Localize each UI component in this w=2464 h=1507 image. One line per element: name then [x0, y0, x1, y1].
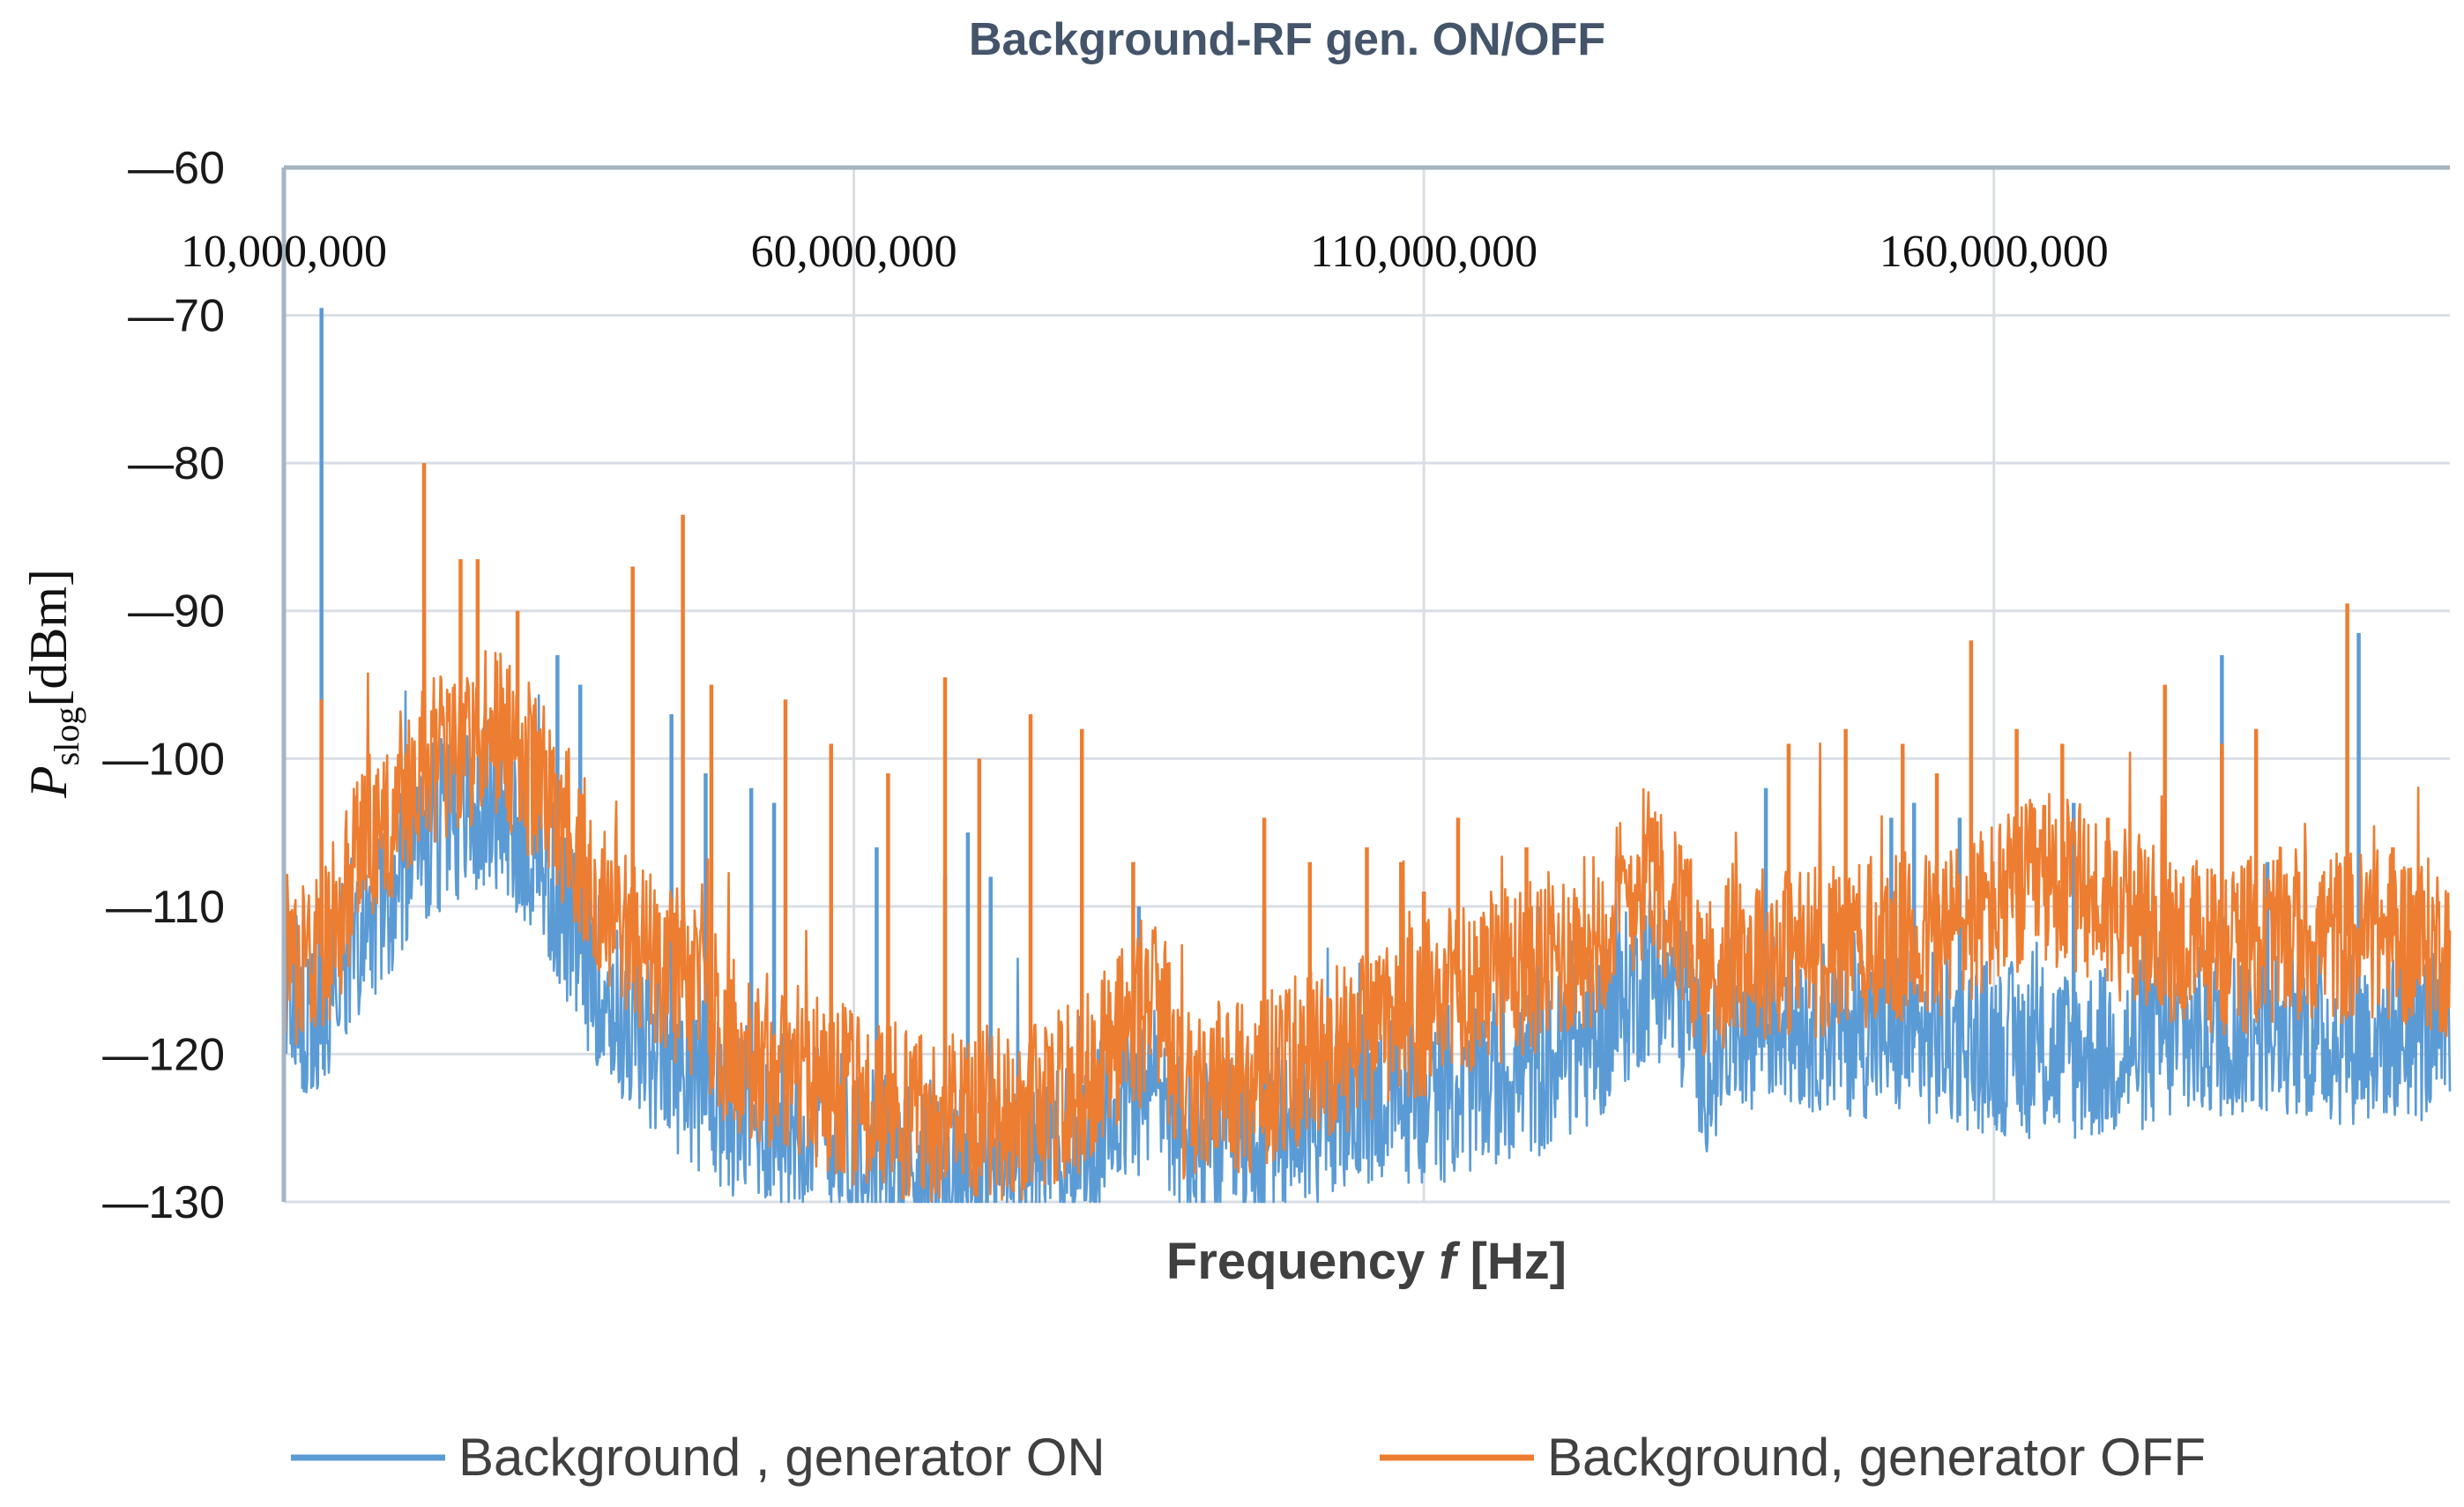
- legend-item-generator-off: Background, generator OFF: [1380, 1428, 2206, 1487]
- y-tick-label: —60: [128, 143, 225, 194]
- axes: [281, 165, 2450, 1202]
- y-tick-label: —80: [128, 438, 225, 489]
- y-tick-label: —70: [128, 291, 225, 342]
- legend-item-generator-on: Background , generator ON: [291, 1428, 1105, 1487]
- y-axis-unit: [dBm]: [19, 569, 78, 707]
- y-tick-label: —90: [128, 586, 225, 638]
- legend: Background , generator ON Background, ge…: [291, 1428, 2206, 1487]
- series-line-generator-on: [282, 690, 2452, 1204]
- x-axis-label: Frequency f [Hz]: [1166, 1233, 1567, 1290]
- y-tick-label: —130: [102, 1177, 225, 1228]
- x-axis-unit: [Hz]: [1470, 1233, 1567, 1290]
- x-tick-labels: 10,000,000 60,000,000 110,000,000 160,000,0…: [181, 227, 2109, 277]
- x-axis-variable: f: [1439, 1233, 1461, 1290]
- y-tick-label: —100: [102, 734, 225, 785]
- y-axis-label: Pslog[dBm]: [19, 569, 86, 799]
- x-tick-label: 110,000,000: [1310, 227, 1537, 277]
- chart-title: Background-RF gen. ON/OFF: [969, 14, 1605, 65]
- y-tick-label: —120: [102, 1029, 225, 1080]
- y-tick-label: —110: [106, 882, 225, 933]
- legend-label-generator-off: Background, generator OFF: [1547, 1428, 2206, 1487]
- x-tick-label: 160,000,000: [1880, 227, 2109, 277]
- x-tick-label: 10,000,000: [181, 227, 387, 277]
- y-axis-subscript: slog: [47, 707, 86, 766]
- data-series: [282, 308, 2452, 1204]
- y-tick-labels: —60 —70 —80 —90 —100 —110 —120 —130: [102, 143, 225, 1228]
- x-tick-label: 60,000,000: [751, 227, 957, 277]
- y-axis-variable: P: [19, 765, 78, 799]
- legend-label-generator-on: Background , generator ON: [458, 1428, 1105, 1487]
- x-axis-label-text: Frequency: [1166, 1233, 1425, 1290]
